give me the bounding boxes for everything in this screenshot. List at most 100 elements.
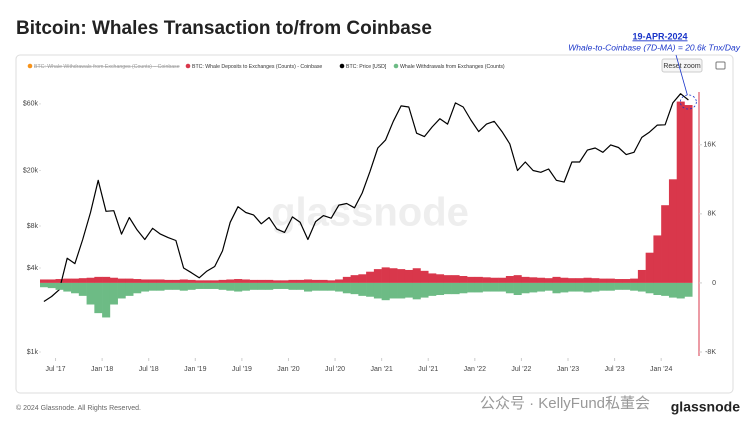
bar [156,282,165,291]
bar [86,282,95,305]
camera-icon[interactable] [715,61,726,70]
bar [552,276,561,283]
bar [622,282,631,290]
bar [513,275,522,283]
bar [645,252,654,283]
bar [630,278,639,283]
bar [575,282,584,292]
bar [288,279,297,283]
bar [94,276,103,283]
bar [342,276,351,283]
legend-entry[interactable]: BTC: Price [USD] [346,64,387,70]
bar [55,282,64,290]
bar [668,282,678,298]
bar [140,282,150,292]
button-frame[interactable] [661,58,703,73]
wechat-watermark: 公众号 · KellyFund私董会 [480,395,650,412]
bar [234,282,243,292]
bar [505,282,514,294]
reset-zoom[interactable]: Reset zoom [663,63,701,70]
bar [459,282,468,294]
bar [125,282,134,296]
reset-zoom-button[interactable]: Reset zoom [661,58,703,73]
copyright: © 2024 Glassnode. All Rights Reserved. [16,404,141,412]
legend-entry[interactable]: BTC: Whale Withdrawals from Exchanges (C… [34,64,180,70]
x-tick-label: Jan '20 [277,366,299,373]
legend-entry[interactable]: Whale Withdrawals from Exchanges (Counts… [400,64,505,70]
bar [203,280,212,283]
x-tick-label: Jul '23 [605,366,625,373]
x-tick-label: Jan '19 [184,366,206,373]
bar [676,282,685,299]
x-tick-label: Jul '19 [232,366,252,373]
bar [645,282,654,294]
bar [404,282,414,298]
bar [653,282,662,296]
chart-panel [15,54,734,394]
bar [591,282,600,292]
annotation-date: 19-APR-2024 [632,31,687,41]
bar [280,282,289,289]
bar [78,282,87,296]
bar [381,267,390,283]
bar [451,275,460,283]
bar [102,276,111,283]
bar [156,279,165,283]
bar [575,278,584,283]
legend-swatch [393,63,399,69]
bar [125,278,134,283]
y-tick-label: $8k [27,223,39,230]
bar [467,276,476,283]
bar [179,282,188,291]
bar [47,282,56,289]
bar [661,205,670,283]
bar [203,282,212,289]
bar [148,279,157,283]
bar [474,282,483,293]
bar [40,282,49,288]
bar [358,274,367,283]
bar [568,278,577,283]
bar [583,282,592,293]
bar [164,279,173,283]
y-tick-label: $20k [23,167,39,174]
bar [412,268,421,283]
bar [319,279,328,283]
bar [498,277,507,283]
y2-tick-label: 16K [704,142,717,149]
x-tick-label: Jul '20 [325,366,345,373]
bar [265,282,274,290]
bar [366,282,375,297]
y-tick-label: $4k [27,265,39,272]
y2-tick-label: -8K [705,349,716,356]
bar [451,282,460,295]
bar [490,282,499,292]
bar [513,282,522,296]
bar [404,269,414,283]
bar [342,282,351,294]
bar [257,279,266,283]
bar [606,278,615,283]
bar [86,277,95,283]
bar [71,282,80,294]
bar [358,282,367,296]
bar [78,278,87,283]
legend-swatch [185,63,191,69]
bar [529,282,538,293]
bar [304,279,313,283]
bar [218,279,227,283]
bar [172,279,181,283]
bar [234,279,243,283]
bar [599,278,608,283]
legend-entry[interactable]: BTC: Whale Deposits to Exchanges (Counts… [192,64,322,70]
bar [482,282,491,292]
y2-tick-label: 0 [712,280,716,287]
bar [109,282,118,305]
bar [226,279,235,283]
bar [210,282,219,289]
bar [63,278,72,283]
bar [187,282,196,290]
bar [218,282,227,290]
bar [102,282,111,318]
x-tick-label: Jul '18 [139,366,159,373]
